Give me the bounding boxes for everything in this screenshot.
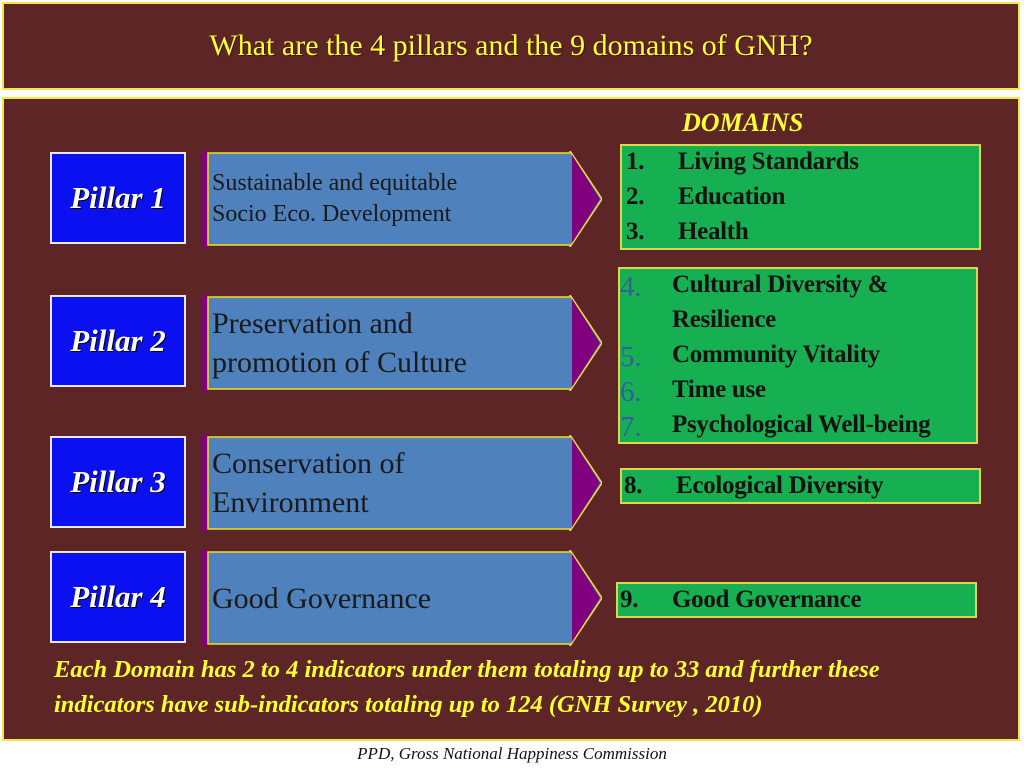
pillar-1-description: Sustainable and equitable Socio Eco. Deve… [212, 151, 568, 247]
pillar-2-arrow: Preservation and promotion of Culture [202, 295, 602, 391]
domain-item-1: 1. Living Standards [626, 148, 859, 175]
domain-item-9: 9. Good Governance [620, 586, 862, 613]
pillar-3-label: Pillar 3 [70, 464, 166, 499]
pillar-2-text-line1: Preservation and [212, 307, 413, 340]
domain-item-7: 7. Psychological Well-being [620, 411, 931, 443]
domain-item-8: 8. Ecological Diversity [624, 472, 884, 499]
title-banner: What are the 4 pillars and the 9 domains… [2, 2, 1020, 90]
footnote: Each Domain has 2 to 4 indicators under … [54, 652, 1019, 722]
credit-line: PPD, Gross National Happiness Commission [357, 744, 667, 763]
pillar-2-description: Preservation and promotion of Culture [212, 295, 568, 391]
domain-item-4-cont: Resilience [672, 306, 776, 333]
pillar-4-description: Good Governance [212, 550, 568, 646]
domain-group-4: 9. Good Governance [616, 582, 977, 618]
arrow-shape [202, 550, 602, 646]
pillar-3-arrow: Conservation of Environment [202, 435, 602, 531]
pillar-4-arrow: Good Governance [202, 550, 602, 646]
arrow-shape [202, 151, 602, 247]
pillar-1-arrow: Sustainable and equitable Socio Eco. Deve… [202, 151, 602, 247]
pillar-3-description: Conservation of Environment [212, 435, 568, 531]
domain-item-3: 3. Health [626, 218, 749, 245]
pillar-4-label: Pillar 4 [70, 579, 166, 614]
pillar-3-text-line1: Conservation of [212, 447, 405, 480]
pillar-4-text-line1: Good Governance [212, 581, 432, 615]
footnote-line-2: indicators have sub-indicators totaling … [54, 691, 763, 718]
page-title: What are the 4 pillars and the 9 domains… [209, 29, 813, 62]
pillar-4-box: Pillar 4 [50, 551, 186, 643]
footnote-line-1: Each Domain has 2 to 4 indicators under … [54, 656, 880, 683]
domains-heading: DOMAINS [682, 108, 804, 137]
pillar-1-label: Pillar 1 [70, 180, 166, 215]
arrow-shape [202, 435, 602, 531]
domain-item-4: 4. Cultural Diversity & [620, 271, 889, 303]
domain-group-3: 8. Ecological Diversity [620, 468, 981, 504]
pillar-2-box: Pillar 2 [50, 295, 186, 387]
domain-group-2: 4. Cultural Diversity & Resilience 5. Comm… [618, 267, 978, 444]
pillar-2-label: Pillar 2 [70, 323, 166, 358]
pillar-3-box: Pillar 3 [50, 436, 186, 528]
domain-group-1: 1. Living Standards 2. Education 3. Health [620, 144, 981, 250]
domain-item-5: 5. Community Vitality [620, 341, 880, 373]
pillar-1-box: Pillar 1 [50, 152, 186, 244]
arrow-shape [202, 295, 602, 391]
pillar-1-text-line1: Sustainable and equitable [212, 169, 458, 196]
domain-item-2: 2. Education [626, 183, 786, 210]
domain-item-6: 6. Time use [620, 376, 766, 408]
pillar-3-text-line2: Environment [212, 486, 369, 519]
pillar-1-text-line2: Socio Eco. Development [212, 201, 452, 227]
pillar-2-text-line2: promotion of Culture [212, 346, 467, 379]
